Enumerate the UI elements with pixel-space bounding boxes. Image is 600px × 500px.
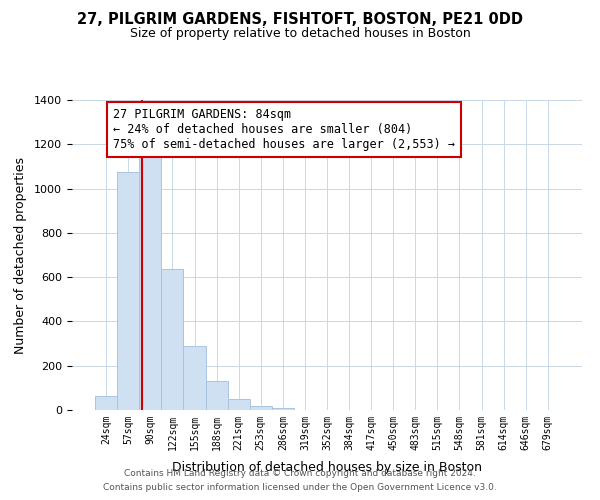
Bar [139,153,161,410]
Text: 27 PILGRIM GARDENS: 84sqm
← 24% of detached houses are smaller (804)
75% of semi: 27 PILGRIM GARDENS: 84sqm ← 24% of detac… [113,108,455,151]
Text: 27, PILGRIM GARDENS, FISHTOFT, BOSTON, PE21 0DD: 27, PILGRIM GARDENS, FISHTOFT, BOSTON, P… [77,12,523,28]
Bar [227,400,250,410]
Bar [161,268,184,410]
Bar [272,408,294,410]
X-axis label: Distribution of detached houses by size in Boston: Distribution of detached houses by size … [172,461,482,474]
Bar [250,406,272,410]
Bar [206,381,227,410]
Text: Contains public sector information licensed under the Open Government Licence v3: Contains public sector information licen… [103,484,497,492]
Text: Size of property relative to detached houses in Boston: Size of property relative to detached ho… [130,28,470,40]
Y-axis label: Number of detached properties: Number of detached properties [14,156,27,354]
Bar [95,396,117,410]
Bar [117,172,139,410]
Bar [184,346,206,410]
Text: Contains HM Land Registry data © Crown copyright and database right 2024.: Contains HM Land Registry data © Crown c… [124,468,476,477]
